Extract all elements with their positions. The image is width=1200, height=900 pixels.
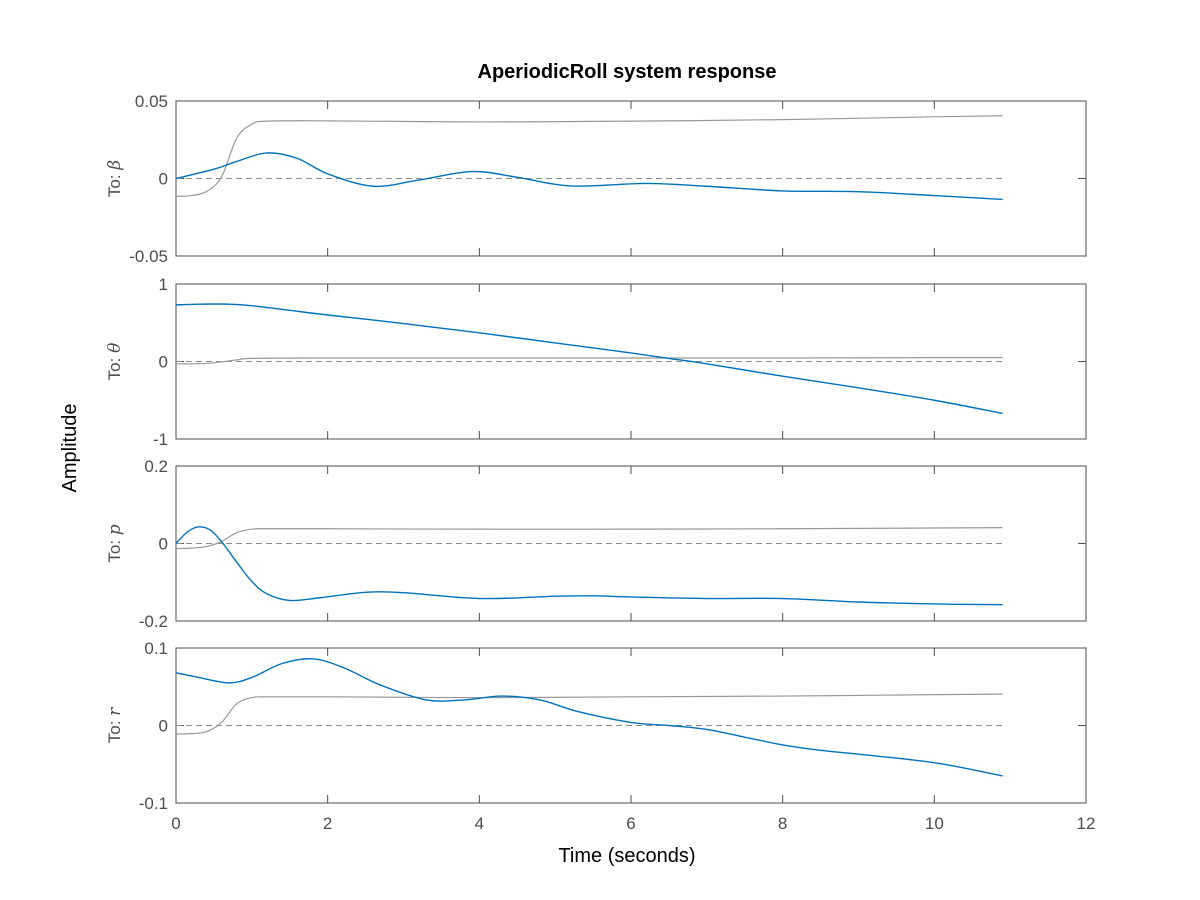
x-tick-label: 6: [626, 814, 635, 833]
subplot-4: 0 2 4 6 8 10 12-0.100.1To: r: [105, 639, 1095, 833]
y-tick-label: -1: [153, 430, 168, 449]
subplot-1: -0.05 0 0.05 To: β: [105, 92, 1087, 266]
panel-label-symbol: r: [105, 707, 125, 716]
reference-line: [175, 693, 1003, 735]
reference-line: [175, 115, 1003, 197]
response-line: [175, 658, 1003, 777]
chart-title: AperiodicRoll system response: [478, 61, 777, 83]
panel-label-prefix: To:: [105, 170, 124, 197]
y-axis-label: Amplitude: [59, 404, 81, 493]
panel-label: To: β: [105, 160, 125, 197]
reference-line: [175, 527, 1003, 550]
y-tick-label: -0.1: [139, 794, 168, 813]
y-tick-label: 1: [159, 275, 168, 294]
panel-label-prefix: To:: [105, 716, 124, 743]
panel-label-prefix: To:: [105, 535, 124, 562]
response-line: [175, 526, 1003, 606]
panel-label-symbol: p: [105, 524, 125, 535]
x-tick-label: 8: [778, 814, 787, 833]
panel-label: To: θ: [105, 343, 125, 381]
y-tick-label: 0: [159, 170, 168, 189]
panel-label-prefix: To:: [105, 353, 124, 380]
y-tick-label: 0: [159, 717, 168, 736]
x-axis-label: Time (seconds): [558, 845, 695, 867]
response-line: [175, 303, 1003, 415]
subplot-2: -1 0 1 To: θ: [105, 275, 1087, 449]
x-tick-label: 12: [1077, 814, 1096, 833]
y-tick-label: 0: [159, 353, 168, 372]
x-tick-label: 4: [475, 814, 484, 833]
x-tick-label: 0: [171, 814, 180, 833]
y-tick-label: -0.2: [139, 612, 168, 631]
y-tick-label: 0.05: [135, 92, 168, 111]
subplot-3: -0.2 0 0.2 To: p: [105, 457, 1087, 631]
panel-label: To: p: [105, 524, 125, 562]
y-tick-label: -0.05: [129, 247, 168, 266]
y-tick-label: 0.1: [144, 639, 168, 658]
y-tick-label: 0.2: [144, 457, 168, 476]
x-tick-label: 2: [323, 814, 332, 833]
subplot-stack: -0.05 0 0.05 To: β -1 0 1 To: θ -0.2 0 0.2 To: p 0 2 4…: [105, 92, 1095, 833]
panel-label-symbol: θ: [105, 343, 125, 353]
panel-label-symbol: β: [105, 160, 125, 171]
reference-line: [175, 356, 1003, 365]
panel-label: To: r: [105, 707, 125, 743]
response-line: [175, 152, 1003, 201]
y-tick-label: 0: [159, 535, 168, 554]
x-tick-label: 10: [925, 814, 944, 833]
